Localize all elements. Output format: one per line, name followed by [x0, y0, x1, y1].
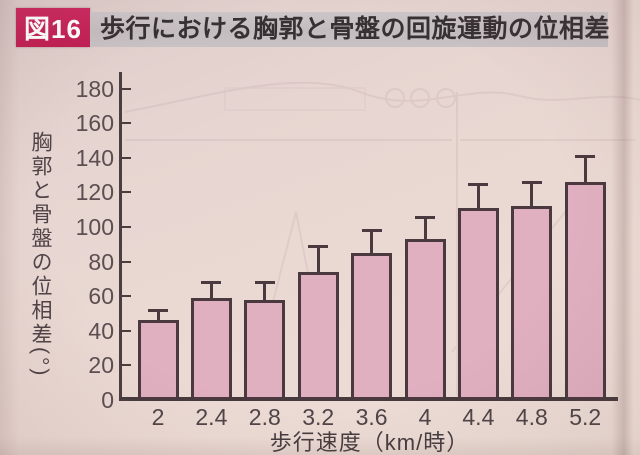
y-tick-label: 80: [88, 248, 114, 275]
y-tick: [122, 122, 131, 125]
error-bar-cap: [575, 155, 596, 159]
y-tick-label: 160: [75, 110, 114, 137]
figure-number-tag: 図16: [16, 8, 90, 47]
error-bar-cap: [468, 182, 489, 186]
bar: [511, 206, 553, 400]
bar: [244, 299, 286, 400]
bar: [404, 239, 446, 400]
y-tick: [122, 399, 131, 401]
y-tick: [122, 295, 131, 298]
y-tick: [122, 191, 131, 194]
y-tick: [122, 364, 131, 367]
y-tick: [122, 260, 131, 263]
error-bar-stem: [263, 282, 267, 300]
bar: [351, 252, 393, 400]
x-tick-label: 3.2: [302, 404, 335, 430]
error-bar-stem: [476, 183, 480, 208]
error-bar-stem: [583, 156, 587, 182]
error-bar-cap: [201, 281, 222, 285]
x-tick-label: 3.6: [355, 404, 388, 430]
bar: [297, 271, 339, 400]
y-axis-title: 胸郭と骨盤の位相差(°): [29, 131, 52, 379]
y-tick-label: 180: [75, 75, 114, 102]
x-axis-title: 歩行速度（km/時）: [269, 430, 470, 455]
y-tick-label: 20: [88, 352, 114, 379]
y-tick-label: 120: [75, 179, 114, 206]
x-tick-label: 4: [418, 404, 432, 430]
error-bar-cap: [361, 229, 382, 233]
x-tick-label: 2.8: [248, 404, 281, 430]
x-tick-label: 2: [151, 404, 165, 430]
y-tick-label: 60: [88, 283, 114, 310]
y-tick: [122, 156, 131, 159]
error-bar-cap: [254, 281, 275, 285]
error-bar-stem: [423, 216, 427, 240]
error-bar-stem: [209, 282, 213, 298]
error-bar-stem: [316, 246, 320, 272]
y-tick: [122, 87, 131, 90]
error-bar-stem: [370, 230, 374, 253]
x-tick-label: 4.4: [462, 404, 495, 430]
x-tick-label: 4.8: [515, 404, 548, 430]
y-tick-label: 140: [75, 144, 114, 171]
error-bar-cap: [308, 245, 329, 249]
x-tick-label: 2.4: [195, 404, 228, 430]
y-tick: [122, 329, 131, 332]
bar: [457, 207, 499, 400]
y-tick-label: 100: [75, 214, 114, 240]
x-tick-label: 5.2: [569, 404, 602, 430]
bar: [564, 182, 606, 400]
y-tick-label: 0: [101, 387, 114, 413]
y-tick: [122, 226, 131, 228]
error-bar-cap: [148, 309, 168, 313]
y-axis-line: [119, 72, 122, 401]
bar: [190, 297, 232, 400]
error-bar-cap: [521, 181, 542, 185]
bar: [137, 320, 179, 400]
figure-title: 歩行における胸郭と骨盤の回旋運動の位相差: [90, 12, 610, 47]
error-bar-stem: [530, 182, 534, 207]
error-bar-cap: [415, 215, 435, 219]
error-bar-stem: [156, 310, 160, 321]
y-tick-label: 40: [88, 317, 114, 344]
